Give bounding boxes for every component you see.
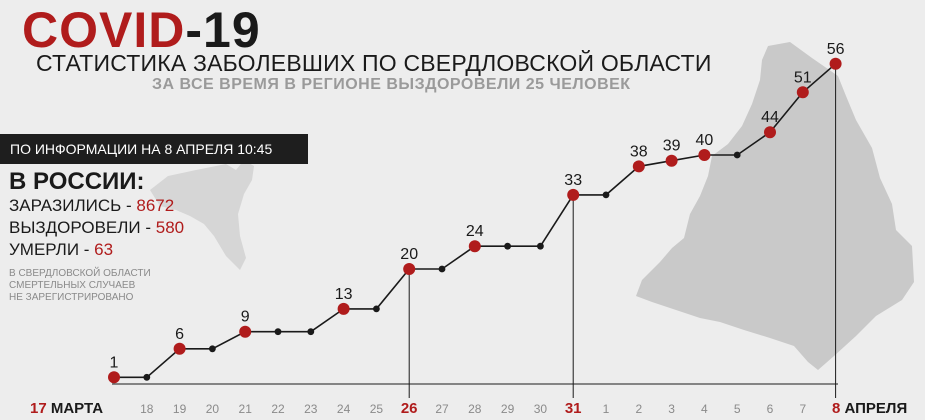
x-tick-label: 22 xyxy=(271,402,285,416)
recovered-total-text: ЗА ВСЕ ВРЕМЯ В РЕГИОНЕ ВЫЗДОРОВЕЛИ 25 ЧЕ… xyxy=(152,76,631,93)
x-tick-label: 29 xyxy=(501,402,515,416)
russia-map-silhouette xyxy=(150,160,254,270)
x-tick-label: 3 xyxy=(668,402,675,416)
data-label: 13 xyxy=(335,286,353,303)
data-label: 39 xyxy=(663,138,681,155)
data-point-highlighted xyxy=(403,263,416,275)
data-point xyxy=(504,242,511,250)
sverdlovsk-region-map xyxy=(636,42,914,370)
x-tick-label: 2 xyxy=(635,402,642,416)
data-point-highlighted xyxy=(764,126,776,139)
data-point xyxy=(733,151,741,159)
stat-value: 8672 xyxy=(136,196,175,215)
data-point xyxy=(373,305,380,313)
data-point xyxy=(209,345,216,353)
data-point xyxy=(602,191,610,199)
data-point-highlighted xyxy=(239,325,252,338)
data-label: 40 xyxy=(696,132,714,149)
data-point xyxy=(274,328,282,336)
subtitle: СТАТИСТИКА ЗАБОЛЕВШИХ ПО СВЕРДЛОВСКОЙ ОБ… xyxy=(36,50,712,76)
x-tick-label: 5 xyxy=(734,402,741,416)
data-point xyxy=(537,242,544,250)
x-tick-label: 20 xyxy=(206,402,220,416)
data-point-highlighted xyxy=(698,149,711,161)
data-point-highlighted xyxy=(567,188,580,201)
background-maps xyxy=(150,42,914,370)
stat-value: 580 xyxy=(155,218,185,237)
data-point-highlighted xyxy=(632,160,645,173)
x-tick-label: 1 xyxy=(603,402,610,416)
x-tick-label: 17 МАРТА xyxy=(30,400,103,417)
note-line: НЕ ЗАРЕГИСТРИРОВАНО xyxy=(9,292,134,303)
x-tick-label: 23 xyxy=(304,402,318,416)
page-title: COVID-19 xyxy=(22,4,261,56)
russia-heading: В РОССИИ: xyxy=(9,168,145,195)
x-tick-label: 4 xyxy=(701,402,708,416)
x-tick-label: 7 xyxy=(799,402,806,416)
note-line: В СВЕРДЛОВСКОЙ ОБЛАСТИ xyxy=(9,268,151,279)
data-point xyxy=(143,373,151,381)
x-tick-label: 8 АПРЕЛЯ xyxy=(832,400,907,417)
data-label: 56 xyxy=(827,41,845,58)
data-label: 51 xyxy=(794,69,812,86)
data-point xyxy=(438,265,446,273)
russia-infected: ЗАРАЗИЛИСЬ - 8672 xyxy=(9,196,174,216)
data-point xyxy=(307,328,315,336)
x-tick-label: 21 xyxy=(239,402,253,416)
data-label: 20 xyxy=(400,246,418,263)
data-point-highlighted xyxy=(173,342,186,355)
title-number: -19 xyxy=(185,2,261,58)
data-label: 38 xyxy=(630,143,648,160)
data-label: 1 xyxy=(110,354,119,371)
x-tick-label: 19 xyxy=(173,402,187,416)
stat-value: 63 xyxy=(94,240,114,259)
no-deaths-note: В СВЕРДЛОВСКОЙ ОБЛАСТИ СМЕРТЕЛЬНЫХ СЛУЧА… xyxy=(9,268,209,304)
stat-label: ВЫЗДОРОВЕЛИ - xyxy=(9,218,156,237)
x-tick-label: 24 xyxy=(337,402,351,416)
x-tick-label: 31 xyxy=(565,400,582,417)
x-tick-label: 18 xyxy=(140,402,154,416)
x-tick-label: 30 xyxy=(534,402,548,416)
note-line: СМЕРТЕЛЬНЫХ СЛУЧАЕВ xyxy=(9,280,136,291)
stat-label: ЗАРАЗИЛИСЬ - xyxy=(9,196,137,215)
data-label: 44 xyxy=(761,109,779,126)
data-label: 9 xyxy=(241,309,250,326)
russia-deaths: УМЕРЛИ - 63 xyxy=(9,240,113,260)
data-point-highlighted xyxy=(468,240,481,253)
x-tick-label: 27 xyxy=(435,402,449,416)
stat-label: УМЕРЛИ - xyxy=(9,240,95,259)
data-label: 24 xyxy=(466,223,484,240)
x-tick-label: 28 xyxy=(468,402,482,416)
data-point-highlighted xyxy=(796,86,809,99)
data-label: 33 xyxy=(564,172,582,189)
russia-recovered: ВЫЗДОРОВЕЛИ - 580 xyxy=(9,218,184,238)
data-point-highlighted xyxy=(337,302,350,315)
data-point-highlighted xyxy=(829,57,842,70)
title-covid: COVID xyxy=(22,2,186,58)
x-tick-label: 26 xyxy=(401,400,418,417)
x-tick-label: 6 xyxy=(767,402,774,416)
x-tick-label: 25 xyxy=(370,402,384,416)
data-point-highlighted xyxy=(108,371,120,384)
data-label: 6 xyxy=(175,326,184,343)
data-point-highlighted xyxy=(665,154,678,167)
info-date-bar: ПО ИНФОРМАЦИИ НА 8 АПРЕЛЯ 10:45 xyxy=(0,134,308,164)
